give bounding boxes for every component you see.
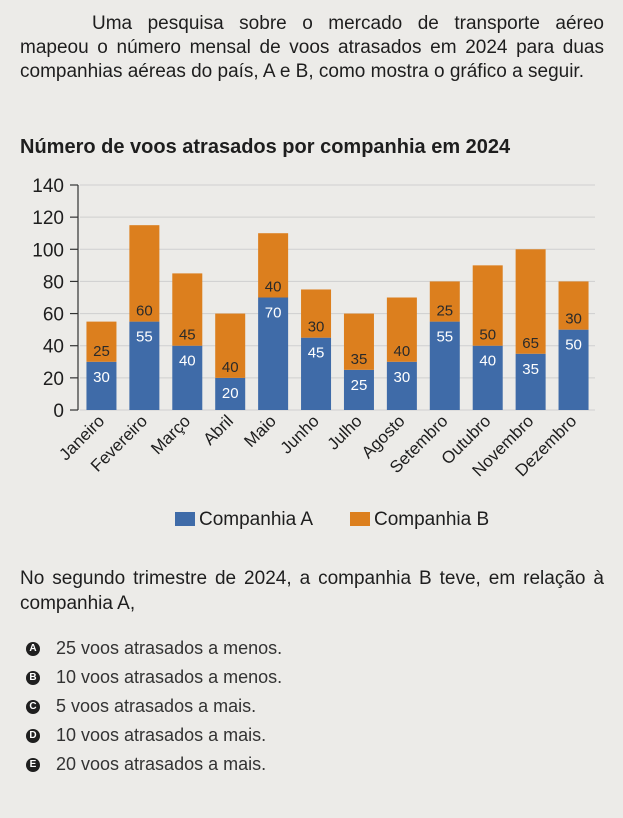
option-e[interactable]: E 20 voos atrasados a mais. bbox=[26, 750, 282, 779]
data-label-b: 60 bbox=[136, 303, 153, 320]
bar-companhia-a bbox=[129, 321, 160, 410]
option-d-badge: D bbox=[26, 728, 40, 743]
bar-companhia-a bbox=[172, 345, 203, 410]
option-e-text: 20 voos atrasados a mais. bbox=[56, 754, 267, 774]
question-text: No segundo trimestre de 2024, a companhi… bbox=[20, 568, 604, 614]
option-c-badge: C bbox=[26, 699, 40, 714]
chart-title: Número de voos atrasados por companhia e… bbox=[20, 136, 511, 158]
data-label-a: 30 bbox=[93, 369, 110, 386]
bar-companhia-b bbox=[86, 321, 117, 362]
stacked-bar-chart: 30 25 55 60 40 45 20 40 70 40 45 30 25 35 30 40 55 25 40 50… bbox=[32, 176, 595, 530]
data-label-b: 40 bbox=[222, 359, 239, 376]
data-label-b: 65 bbox=[522, 335, 539, 352]
data-label-a: 45 bbox=[308, 345, 325, 362]
bar-companhia-b bbox=[386, 297, 417, 362]
option-a-text: 25 voos atrasados a menos. bbox=[56, 638, 283, 658]
data-label-b: 50 bbox=[479, 327, 496, 344]
data-label-b: 30 bbox=[308, 319, 325, 336]
data-label-b: 40 bbox=[265, 279, 282, 296]
bar-companhia-b bbox=[301, 289, 332, 338]
y-tick-label: 80 bbox=[43, 272, 64, 293]
bar-companhia-a bbox=[301, 337, 332, 410]
y-tick-label: 20 bbox=[43, 369, 64, 390]
option-c-text: 5 voos atrasados a mais. bbox=[56, 696, 257, 716]
bar-companhia-b bbox=[129, 225, 160, 322]
y-tick-label: 0 bbox=[53, 401, 64, 422]
bar-companhia-a bbox=[515, 353, 546, 410]
data-label-b: 25 bbox=[436, 303, 453, 320]
bar-companhia-a bbox=[258, 297, 289, 410]
data-label-b: 35 bbox=[351, 351, 368, 368]
y-tick-label: 120 bbox=[32, 208, 64, 229]
option-d-text: 10 voos atrasados a mais. bbox=[56, 725, 267, 745]
data-label-b: 30 bbox=[565, 311, 582, 328]
x-tick-label: Março bbox=[147, 411, 194, 458]
bar-companhia-a bbox=[472, 345, 503, 410]
bar-companhia-a bbox=[558, 329, 589, 410]
data-label-a: 55 bbox=[436, 329, 453, 346]
bar-companhia-b bbox=[429, 281, 460, 322]
option-c[interactable]: C 5 voos atrasados a mais. bbox=[26, 692, 282, 721]
data-label-a: 20 bbox=[222, 385, 239, 402]
y-tick-label: 60 bbox=[43, 305, 64, 326]
data-label-a: 40 bbox=[479, 353, 496, 370]
option-b-badge: B bbox=[26, 670, 40, 685]
bar-companhia-a bbox=[215, 377, 246, 410]
bar-companhia-b bbox=[515, 249, 546, 354]
data-label-a: 70 bbox=[265, 305, 282, 322]
legend-label-companhia-b: Companhia B bbox=[374, 509, 489, 530]
data-label-a: 30 bbox=[394, 369, 411, 386]
data-label-b: 45 bbox=[179, 327, 196, 344]
legend-swatch-companhia-a bbox=[175, 512, 195, 526]
x-tick-label: Maio bbox=[240, 411, 279, 450]
y-tick-label: 100 bbox=[32, 240, 64, 261]
option-e-badge: E bbox=[26, 757, 40, 772]
option-a[interactable]: A 25 voos atrasados a menos. bbox=[26, 634, 282, 663]
x-tick-label: Junho bbox=[277, 411, 323, 457]
bar-companhia-b bbox=[558, 281, 589, 330]
bar-companhia-a bbox=[386, 361, 417, 410]
data-label-a: 35 bbox=[522, 361, 539, 378]
data-label-a: 50 bbox=[565, 337, 582, 354]
data-label-b: 25 bbox=[93, 343, 110, 360]
option-b[interactable]: B 10 voos atrasados a menos. bbox=[26, 663, 282, 692]
legend-label-companhia-a: Companhia A bbox=[199, 509, 313, 530]
data-label-a: 25 bbox=[351, 377, 368, 394]
bar-companhia-a bbox=[429, 321, 460, 410]
data-label-a: 40 bbox=[179, 353, 196, 370]
intro-text: Uma pesquisa sobre o mercado de transpor… bbox=[20, 13, 604, 82]
y-tick-label: 140 bbox=[32, 176, 64, 197]
bar-companhia-b bbox=[172, 273, 203, 346]
x-tick-label: Abril bbox=[200, 411, 237, 448]
bar-companhia-b bbox=[343, 313, 374, 370]
bar-companhia-b bbox=[258, 233, 289, 298]
legend-swatch-companhia-b bbox=[350, 512, 370, 526]
data-label-a: 55 bbox=[136, 329, 153, 346]
data-label-b: 40 bbox=[394, 343, 411, 360]
y-tick-label: 40 bbox=[43, 337, 64, 358]
option-d[interactable]: D 10 voos atrasados a mais. bbox=[26, 721, 282, 750]
bar-companhia-b bbox=[215, 313, 246, 378]
option-a-badge: A bbox=[26, 641, 40, 656]
option-b-text: 10 voos atrasados a menos. bbox=[56, 667, 283, 687]
bar-companhia-a bbox=[343, 369, 374, 410]
bar-companhia-b bbox=[472, 265, 503, 346]
answer-options: A 25 voos atrasados a menos. B 10 voos a… bbox=[26, 634, 282, 779]
bar-companhia-a bbox=[86, 361, 117, 410]
